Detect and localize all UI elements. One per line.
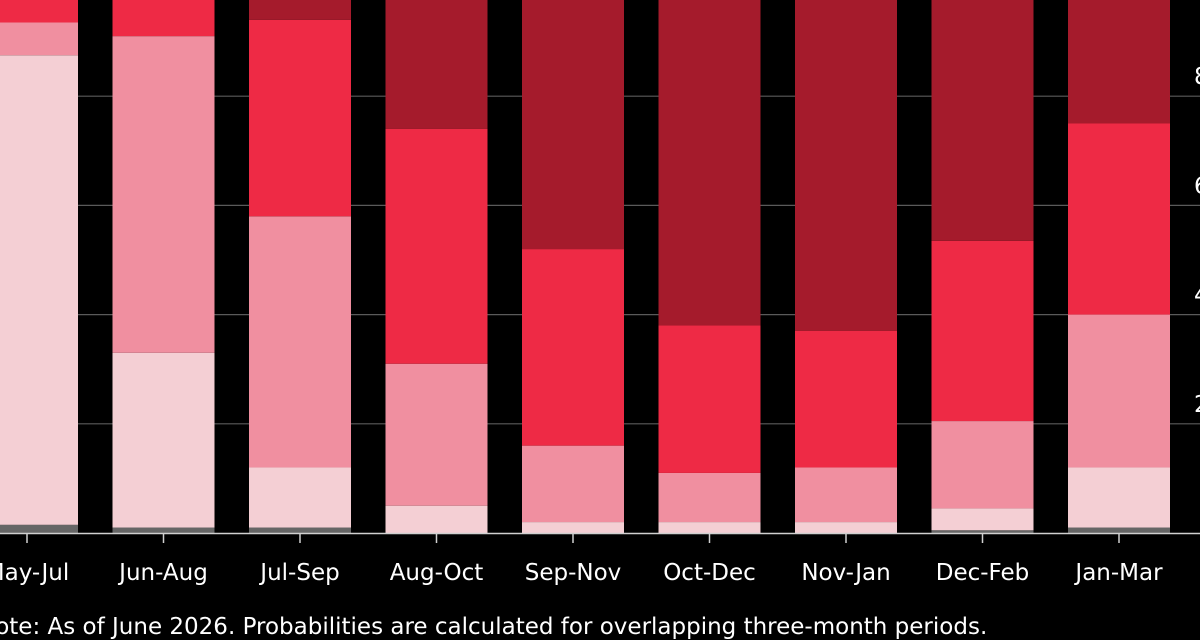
bar-segment bbox=[795, 330, 897, 468]
bar-segment bbox=[249, 216, 351, 468]
bar-segment bbox=[385, 505, 488, 533]
bar-segment bbox=[249, 0, 351, 20]
bar-segment bbox=[0, 0, 78, 23]
bar-segment bbox=[658, 325, 761, 473]
x-axis: May-Jul Jun-Aug Jul-Sep Aug-Oct Sep-Nov Oct-D… bbox=[0, 532, 1200, 586]
bar-segment bbox=[1068, 123, 1170, 315]
y-tick-label: 8 bbox=[1194, 64, 1200, 90]
bar-segment bbox=[658, 472, 761, 523]
y-tick-label: 6 bbox=[1194, 173, 1200, 199]
bar-segment bbox=[0, 55, 78, 525]
x-tick-label: Dec-Feb bbox=[936, 560, 1030, 586]
x-tick-label: May-Jul bbox=[0, 560, 69, 586]
y-tick-label: 4 bbox=[1194, 283, 1200, 309]
bar-segment bbox=[385, 0, 488, 129]
bar-segment bbox=[658, 0, 761, 326]
bar-segment bbox=[795, 0, 897, 331]
bar-segment bbox=[385, 363, 488, 506]
x-tick-label: Jan-Mar bbox=[1073, 560, 1163, 586]
bar-segment bbox=[522, 0, 624, 250]
bar-segment bbox=[522, 249, 624, 446]
bar-segment bbox=[385, 128, 488, 364]
y-tick-label: 2 bbox=[1194, 392, 1200, 418]
bar-segment bbox=[249, 19, 351, 217]
bar-segment bbox=[658, 522, 761, 533]
bar-segment bbox=[522, 445, 624, 523]
bar-segment bbox=[931, 240, 1034, 422]
bar-segment bbox=[1068, 527, 1170, 533]
x-tick-label: Sep-Nov bbox=[525, 560, 622, 586]
y-axis: 2 4 6 8 bbox=[1194, 64, 1200, 418]
bar-segment bbox=[1068, 0, 1170, 124]
x-tick-label: Nov-Jan bbox=[801, 560, 890, 586]
bar-segment bbox=[112, 527, 215, 533]
x-tick-label: Jun-Aug bbox=[117, 560, 208, 586]
bar-segment bbox=[112, 352, 215, 528]
x-tick-label: Jul-Sep bbox=[258, 560, 339, 586]
bars bbox=[0, 0, 1170, 533]
bar-segment bbox=[1068, 314, 1170, 468]
bar-segment bbox=[249, 527, 351, 533]
footnote: Note: As of June 2026. Probabilities are… bbox=[0, 614, 988, 640]
bar-segment bbox=[522, 522, 624, 533]
x-tick-label: Aug-Oct bbox=[390, 560, 484, 586]
bar-segment bbox=[112, 0, 215, 37]
bar-segment bbox=[931, 421, 1034, 509]
bar-segment bbox=[112, 36, 215, 353]
bar-segment bbox=[795, 467, 897, 523]
x-tick-label: Oct-Dec bbox=[663, 560, 756, 586]
bar-segment bbox=[795, 522, 897, 533]
bar-segment bbox=[249, 467, 351, 528]
bar-segment bbox=[0, 22, 78, 56]
bar-segment bbox=[931, 0, 1034, 241]
bar-segment bbox=[931, 508, 1034, 531]
bar-segment bbox=[931, 530, 1034, 533]
bar-segment bbox=[0, 524, 78, 533]
bar-segment bbox=[1068, 467, 1170, 528]
